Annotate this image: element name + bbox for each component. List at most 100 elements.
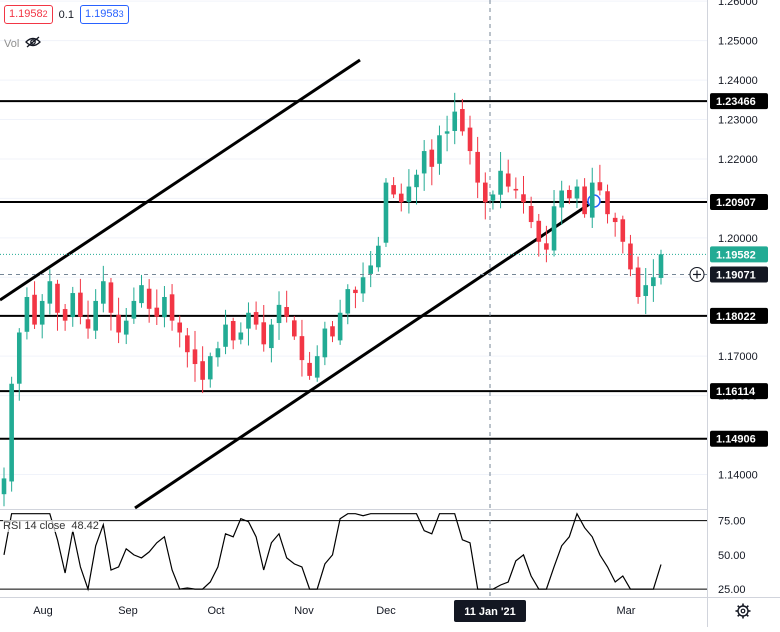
- candle-body: [62, 309, 68, 321]
- crosshair-price-label: 1.19071: [716, 269, 756, 281]
- candle-body: [162, 296, 167, 318]
- volume-legend: Vol: [4, 36, 42, 51]
- candle-body: [200, 361, 205, 380]
- time-axis[interactable]: Aug Sep Oct Nov Dec Mar 11 Jan '21: [33, 600, 751, 622]
- x-tick-label: Oct: [207, 605, 224, 617]
- channel-upper-line[interactable]: [0, 58, 361, 302]
- candle-body: [207, 356, 213, 380]
- rsi-legend: RSI 14 close 48.42: [3, 520, 99, 532]
- candle-body: [567, 189, 572, 199]
- candle-body: [414, 174, 419, 188]
- price-header: 1.19582 0.1 1.19583: [4, 5, 129, 24]
- sell-price: 1.1958: [9, 8, 43, 20]
- gear-icon[interactable]: [735, 603, 751, 619]
- candle-body: [612, 217, 618, 223]
- candle-body: [513, 188, 519, 191]
- candle-body: [32, 294, 37, 325]
- candle-body: [146, 288, 152, 309]
- candle-body: [574, 186, 580, 199]
- candle-body: [421, 151, 427, 174]
- candle-body: [154, 307, 160, 317]
- candle-body: [16, 332, 22, 384]
- candle-body: [651, 277, 656, 287]
- price-axis[interactable]: 1.260001.250001.240001.230001.220001.210…: [710, 0, 768, 596]
- candle-body: [253, 312, 259, 325]
- candle-body: [658, 254, 664, 278]
- candle-body: [47, 281, 53, 304]
- candle-body: [238, 332, 244, 340]
- candle-body: [85, 319, 91, 329]
- candle-body: [643, 285, 649, 296]
- y-tick-label: 1.25000: [718, 36, 758, 48]
- candle-body: [635, 267, 641, 297]
- candle-body: [528, 205, 534, 223]
- candle-body: [230, 320, 236, 341]
- rsi-tick-label: 75.00: [718, 516, 746, 528]
- candle-body: [330, 326, 335, 337]
- x-tick-label: Mar: [617, 605, 636, 617]
- y-tick-label: 1.23000: [718, 115, 758, 127]
- candle-body: [559, 190, 564, 208]
- candle-body: [444, 131, 450, 134]
- candle-body: [93, 300, 98, 331]
- level-label: 1.20907: [716, 197, 756, 209]
- candle-body: [269, 324, 274, 349]
- buy-price-box[interactable]: 1.19583: [79, 5, 129, 24]
- level-label: 1.23466: [716, 96, 756, 108]
- candle-body: [597, 182, 603, 191]
- rsi-line: [3, 512, 662, 592]
- candle-body: [177, 322, 183, 333]
- eye-off-icon[interactable]: [25, 36, 42, 51]
- candle-body: [169, 294, 175, 321]
- candle-body: [101, 281, 106, 304]
- grid: [0, 0, 707, 475]
- candle-body: [505, 173, 511, 187]
- spread: 0.1: [58, 8, 74, 21]
- candle-body: [536, 220, 542, 242]
- sell-price-box[interactable]: 1.19582: [4, 5, 53, 24]
- candle-body: [589, 182, 595, 218]
- candle-body: [9, 383, 14, 482]
- rsi-value: 48.42: [71, 520, 99, 532]
- y-tick-label: 1.24000: [718, 75, 758, 87]
- x-tick-label: Sep: [118, 605, 138, 617]
- candle-body: [437, 135, 442, 164]
- candle-body: [398, 193, 404, 203]
- candle-body: [460, 109, 465, 132]
- buy-price: 1.1958: [84, 8, 119, 20]
- candle-body: [475, 151, 480, 183]
- candle-body: [307, 362, 312, 376]
- candle-body: [353, 289, 358, 294]
- candle-body: [605, 191, 610, 215]
- sell-price-small: 2: [42, 9, 48, 19]
- candle-body: [1, 478, 7, 495]
- overlays: [0, 0, 707, 597]
- candle-body: [551, 206, 557, 251]
- candle-body: [123, 320, 129, 335]
- candle-body: [490, 194, 496, 201]
- trend-channel[interactable]: [0, 58, 601, 510]
- candle-body: [55, 283, 60, 313]
- candle-body: [620, 219, 626, 242]
- level-badge: [710, 430, 768, 447]
- candle-body: [337, 312, 343, 341]
- candle-body: [24, 296, 30, 332]
- y-tick-label: 1.26000: [718, 0, 758, 8]
- candle-body: [544, 243, 549, 250]
- candle-body: [368, 265, 373, 274]
- crosshair-date-label: 11 Jan '21: [464, 606, 516, 618]
- candle-body: [314, 356, 320, 378]
- candle-body: [78, 292, 83, 317]
- candle-body: [246, 312, 251, 329]
- current-price-badge: [710, 246, 768, 263]
- candle-body: [261, 322, 267, 345]
- candle-body: [215, 348, 221, 358]
- candle-body: [299, 336, 305, 361]
- crosshair-price-badge: [710, 266, 768, 283]
- horizontal-levels[interactable]: [0, 100, 707, 440]
- channel-lower-line[interactable]: [134, 199, 595, 510]
- candle-body: [383, 182, 389, 243]
- level-badge: [710, 383, 768, 400]
